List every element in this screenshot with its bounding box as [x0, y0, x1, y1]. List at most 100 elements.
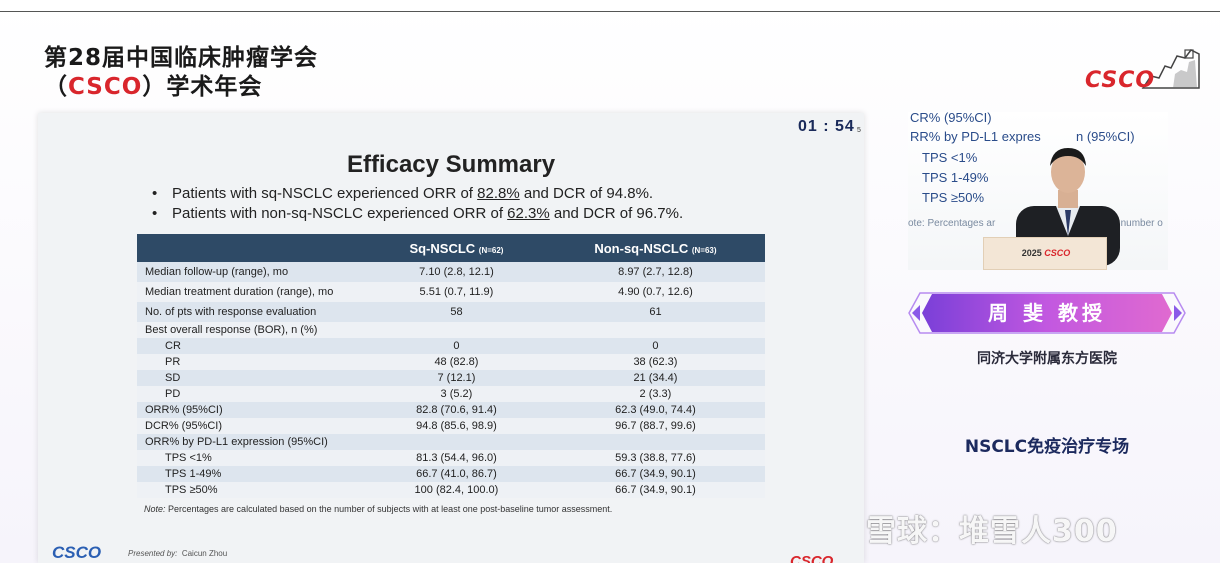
podium: 2025 CSCO: [983, 237, 1107, 270]
sq-value: 100 (82.4, 100.0): [367, 482, 546, 498]
nonsq-value: [545, 434, 765, 450]
paren-open: （: [44, 74, 68, 100]
speaker-camera: CR% (95%CI) RR% by PD-L1 expres n (95%CI…: [908, 112, 1168, 270]
table-header-nonsq: Non-sq-NSCLC (N=63): [545, 234, 765, 262]
nonsq-value: 2 (3.3): [545, 386, 765, 402]
row-label: CR: [137, 338, 367, 354]
table-row: ORR% by PD-L1 expression (95%CI): [137, 434, 765, 450]
nonsq-value: 61: [545, 302, 765, 322]
sq-value: 82.8 (70.6, 91.4): [367, 402, 546, 418]
header-label: Sq-NSCLC: [409, 240, 476, 256]
nonsq-value: 62.3 (49.0, 74.4): [545, 402, 765, 418]
bullet-orr: 82.8%: [477, 185, 520, 202]
table-row: DCR% (95%CI) 94.8 (85.6, 98.9) 96.7 (88.7,…: [137, 418, 765, 434]
table-row: TPS <1% 81.3 (54.4, 96.0) 59.3 (38.8, 77.6…: [137, 450, 765, 466]
sq-value: 81.3 (54.4, 96.0): [367, 450, 546, 466]
conference-title: 第28届中国临床肿瘤学会 （CSCO）学术年会: [44, 44, 318, 102]
cam-bg-note: ote: Percentages ar: [908, 218, 996, 229]
note-label: Note:: [144, 504, 166, 514]
slide-logo-left: CSCO: [52, 543, 102, 562]
row-label: PR: [137, 354, 367, 370]
table-row: Median treatment duration (range), mo 5.5…: [137, 282, 765, 302]
header-n: (N=62): [478, 245, 504, 255]
cam-bg-note: on the number o: [1090, 218, 1163, 229]
table-row: TPS ≥50% 100 (82.4, 100.0) 66.7 (34.9, 90.…: [137, 482, 765, 498]
table-row: ORR% (95%CI) 82.8 (70.6, 91.4) 62.3 (49.0,…: [137, 402, 765, 418]
watermark: 雪球：堆雪人300: [866, 514, 1118, 549]
sq-value: 5.51 (0.7, 11.9): [367, 282, 546, 302]
nonsq-value: 8.97 (2.7, 12.8): [545, 262, 765, 282]
table-note: Note: Percentages are calculated based o…: [144, 504, 612, 514]
table-header-blank: [137, 234, 367, 262]
csco-logo: CSCO: [1085, 48, 1205, 98]
bullet-text: Patients with non-sq-NSCLC experienced O…: [172, 205, 508, 222]
bullet-text: and DCR of 94.8%.: [519, 185, 654, 202]
cam-bg-line: TPS <1%: [922, 150, 978, 165]
bullet-sq: Patients with sq-NSCLC experienced ORR o…: [152, 184, 812, 204]
table-row: CR 0 0: [137, 338, 765, 354]
sq-value: 58: [367, 302, 546, 322]
slide-logo-right: CSCO: [790, 553, 834, 563]
nonsq-value: 38 (62.3): [545, 354, 765, 370]
great-wall-icon: [1141, 49, 1200, 89]
presentation-slide: 01 : 54 5 Efficacy Summary Patients with…: [38, 113, 864, 563]
podium-brand: CSCO: [1044, 248, 1071, 258]
banner-frame: [908, 292, 1186, 334]
cam-bg-line: TPS 1-49%: [922, 170, 989, 185]
sq-value: 48 (82.8): [367, 354, 546, 370]
bullet-text: Patients with sq-NSCLC experienced ORR o…: [172, 185, 478, 202]
speaker-name: 周 斐 教授: [988, 301, 1106, 325]
table-header-row: Sq-NSCLC (N=62) Non-sq-NSCLC (N=63): [137, 234, 765, 262]
banner-band: [922, 294, 1172, 332]
nonsq-value: 66.7 (34.9, 90.1): [545, 466, 765, 482]
timer: 01 : 54: [798, 118, 855, 135]
nonsq-value: [545, 322, 765, 338]
summary-bullets: Patients with sq-NSCLC experienced ORR o…: [152, 184, 812, 224]
conference-brand: CSCO: [68, 74, 143, 100]
nonsq-value: 66.7 (34.9, 90.1): [545, 482, 765, 498]
speaker-name-banner: 周 斐 教授: [908, 292, 1186, 334]
header-n: (N=63): [691, 245, 717, 255]
table-header-sq: Sq-NSCLC (N=62): [367, 234, 546, 262]
row-label: Best overall response (BOR), n (%): [137, 322, 367, 338]
note-text: Percentages are calculated based on the …: [165, 504, 613, 514]
row-label: ORR% (95%CI): [137, 402, 367, 418]
row-label: Median treatment duration (range), mo: [137, 282, 367, 302]
row-label: TPS 1-49%: [137, 466, 367, 482]
nonsq-value: 0: [545, 338, 765, 354]
conference-title-suffix: 学术年会: [166, 74, 263, 100]
presenter-credit: Presented by: Caicun Zhou: [128, 549, 227, 558]
row-label: DCR% (95%CI): [137, 418, 367, 434]
row-label: PD: [137, 386, 367, 402]
table-row: No. of pts with response evaluation 58 61: [137, 302, 765, 322]
sq-value: 3 (5.2): [367, 386, 546, 402]
podium-label: 2025 CSCO: [984, 248, 1108, 258]
sq-value: 66.7 (41.0, 86.7): [367, 466, 546, 482]
sq-value: [367, 322, 546, 338]
row-label: SD: [137, 370, 367, 386]
conference-title-line2: （CSCO）学术年会: [44, 73, 318, 102]
top-border: [0, 0, 1220, 12]
nonsq-value: 21 (34.4): [545, 370, 765, 386]
row-label: Median follow-up (range), mo: [137, 262, 367, 282]
session-title: NSCLC免疫治疗专场: [964, 437, 1130, 457]
slide-title: Efficacy Summary: [346, 151, 556, 178]
sq-value: 94.8 (85.6, 98.9): [367, 418, 546, 434]
presenter-name: Caicun Zhou: [181, 549, 228, 558]
row-label: TPS <1%: [137, 450, 367, 466]
slide-number: 5: [857, 127, 861, 134]
row-label: No. of pts with response evaluation: [137, 302, 367, 322]
table-row: SD 7 (12.1) 21 (34.4): [137, 370, 765, 386]
paren-close: ）: [142, 74, 167, 100]
cam-bg-line: CR% (95%CI): [910, 112, 992, 125]
table-row: Median follow-up (range), mo 7.10 (2.8, 1…: [137, 262, 765, 282]
bullet-nonsq: Patients with non-sq-NSCLC experienced O…: [152, 204, 812, 224]
nonsq-value: 96.7 (88.7, 99.6): [545, 418, 765, 434]
cam-bg-line: RR% by PD-L1 expres: [910, 129, 1041, 144]
header-label: Non-sq-NSCLC: [594, 240, 689, 256]
sq-value: 7.10 (2.8, 12.1): [367, 262, 546, 282]
table-row: PD 3 (5.2) 2 (3.3): [137, 386, 765, 402]
cam-bg-line: TPS ≥50%: [922, 190, 985, 205]
csco-logo-text: CSCO: [1085, 68, 1156, 93]
sq-value: [367, 434, 546, 450]
